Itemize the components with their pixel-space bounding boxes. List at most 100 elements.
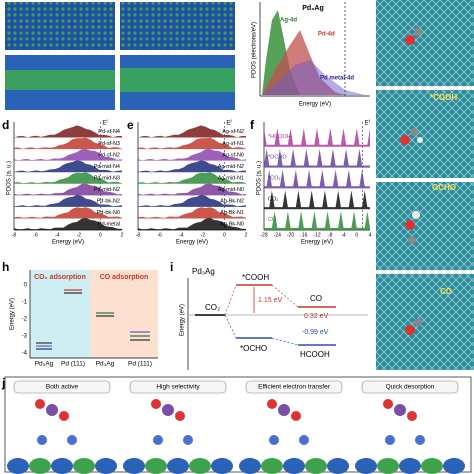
h-atom	[153, 435, 163, 445]
x-tick-label: -4	[55, 232, 60, 238]
substrate	[327, 458, 349, 474]
fermi-label: Eᶠ	[102, 120, 108, 127]
pdos-curve	[138, 160, 246, 173]
curve-label: Pd metal-4d	[320, 76, 354, 82]
barrier-label: -0.99 eV	[302, 329, 329, 336]
o-atom	[151, 399, 161, 409]
series-label: *CO₂	[268, 175, 281, 181]
substrate	[399, 458, 421, 474]
slab-image	[120, 2, 235, 50]
pdos-curve	[14, 125, 122, 138]
x-tick-label: -12	[313, 232, 320, 238]
series-label: Pd-sf-N4	[98, 129, 120, 135]
substrate	[211, 458, 233, 474]
pdos-curve	[14, 194, 122, 207]
h-atom	[67, 435, 77, 445]
structure-image	[376, 182, 474, 270]
pdos-curve	[14, 183, 122, 196]
title: Pd₃Ag	[192, 267, 215, 276]
substrate	[51, 458, 73, 474]
title-box	[13, 380, 111, 394]
pdos-curve	[138, 218, 246, 230]
x-tick-label: Pd₃Ag	[96, 361, 115, 368]
x-tick-label: -28	[260, 232, 267, 238]
x-tick-label: -2	[201, 232, 206, 238]
substrate	[443, 458, 465, 474]
series-label: Ag-sf-N0	[222, 152, 244, 158]
pdos-curve	[264, 169, 370, 189]
header: CO₂ adsorption	[34, 274, 86, 281]
panel-letter: f	[250, 118, 255, 132]
state-label: *OCHO	[240, 344, 267, 353]
pdos-curve	[138, 172, 246, 184]
pdos-curve	[138, 149, 246, 161]
series-label: *OCHO	[268, 155, 287, 161]
panel-letter: i	[170, 260, 173, 274]
substrate	[189, 458, 211, 474]
c-atom	[278, 404, 290, 416]
series-label: Ag-mid-N1	[218, 175, 244, 181]
y-axis-label: Energy (eV)	[180, 304, 186, 336]
x-tick-label: -4	[341, 232, 346, 238]
y-tick-label: 0	[24, 283, 28, 289]
h-atom	[183, 435, 193, 445]
panel-letter: j	[1, 376, 5, 390]
c-atom	[162, 404, 174, 416]
pdos-curve	[14, 137, 122, 150]
o-atom	[407, 411, 417, 421]
substrate	[239, 458, 261, 474]
y-axis-label: Energy (eV)	[10, 298, 16, 330]
series-label: CO	[268, 217, 277, 223]
pdos-top: Pd₃Ag Ag-4d Pd-4d Pd metal-4d Energy (eV…	[252, 2, 370, 108]
series-label: Pd-mid-N4	[94, 164, 120, 170]
x-tick-label: Pd₃Ag	[35, 361, 54, 368]
curve-label: Pd-4d	[318, 32, 335, 38]
h-atom	[299, 435, 309, 445]
x-tick-label: -8	[12, 232, 17, 238]
substrate	[73, 458, 95, 474]
substrate	[145, 458, 167, 474]
adsorbate-label: CO	[440, 287, 452, 296]
x-tick-label: Pd (111)	[61, 361, 85, 368]
substrate	[421, 458, 443, 474]
o-atom	[291, 411, 301, 421]
panel-letter: h	[2, 260, 9, 274]
pdos-curve	[138, 125, 246, 138]
x-tick-label: Pd (111)	[128, 361, 152, 368]
title-box	[129, 380, 227, 394]
series-label: Pd-mid-N2	[94, 187, 120, 193]
h-atom	[269, 435, 279, 445]
series-label: Ag-sf-N2	[222, 129, 244, 135]
barrier-label: 0.32 eV	[304, 313, 328, 320]
pdos-curve	[14, 160, 122, 173]
series-label: Ag-Bk-N2	[220, 199, 244, 205]
x-tick-label: -8	[136, 232, 141, 238]
series-label: Pd-sf-N3	[98, 141, 120, 147]
substrate	[355, 458, 377, 474]
x-tick-label: 0	[99, 232, 102, 238]
x-tick-label: -16	[300, 232, 307, 238]
x-tick-label: -4	[179, 232, 184, 238]
x-axis-label: Energy (eV)	[176, 240, 208, 246]
header: CO adsorption	[100, 274, 149, 281]
series-label: Pd-mid-N3	[94, 175, 120, 181]
state-label: HCOOH	[300, 350, 330, 359]
substrate	[305, 458, 327, 474]
adsorbate-label: *COOH	[430, 93, 457, 102]
subpanel-title: Quick desorption	[386, 384, 435, 391]
y-axis-label: PDOS (a. u.)	[7, 161, 13, 195]
series-label: Ag-Bk-N0	[220, 222, 244, 228]
series-label: Pd-bk-N0	[97, 210, 120, 216]
title-box	[245, 380, 343, 394]
c-atom	[46, 404, 58, 416]
h-atom	[385, 435, 395, 445]
x-axis-label: Energy (eV)	[301, 240, 333, 246]
series-label: Ag-Bk-N1	[220, 210, 244, 216]
h-atom	[415, 435, 425, 445]
y-axis-label: PDOS (a. u.)	[257, 161, 263, 195]
y-tick-label: -1	[22, 300, 28, 306]
x-tick-label: -6	[157, 232, 162, 238]
pdos-curve	[264, 128, 370, 147]
panel-i: Energy (eV) Pd₃Ag CO₂ *COOH CO *OCHO HCO…	[180, 267, 368, 370]
